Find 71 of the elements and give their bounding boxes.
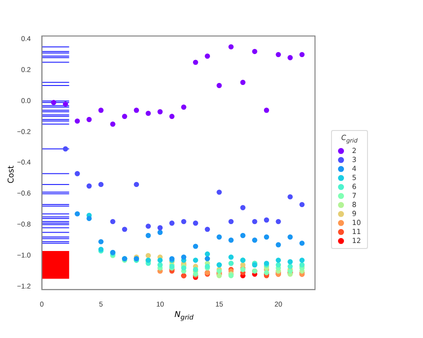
point bbox=[264, 217, 270, 223]
point bbox=[181, 254, 186, 260]
point bbox=[86, 116, 92, 122]
point bbox=[276, 258, 281, 263]
point bbox=[228, 238, 234, 243]
point bbox=[228, 44, 234, 50]
point bbox=[240, 205, 246, 210]
point bbox=[276, 262, 281, 268]
point bbox=[240, 262, 246, 268]
point bbox=[146, 232, 151, 238]
point bbox=[240, 80, 246, 85]
point bbox=[216, 190, 222, 195]
point bbox=[181, 104, 186, 110]
point bbox=[299, 258, 305, 263]
point bbox=[228, 218, 234, 224]
point bbox=[276, 52, 281, 58]
point bbox=[122, 114, 128, 120]
point bbox=[276, 242, 281, 248]
point bbox=[98, 239, 104, 244]
point bbox=[288, 55, 293, 60]
x-axis-title: N$_{grid}$ bbox=[173, 310, 195, 322]
point bbox=[74, 211, 80, 216]
point bbox=[288, 194, 293, 200]
point bbox=[204, 54, 210, 59]
point bbox=[252, 48, 258, 54]
point bbox=[51, 100, 56, 106]
point bbox=[204, 226, 210, 232]
point bbox=[146, 110, 151, 116]
point bbox=[288, 264, 293, 270]
point bbox=[299, 202, 305, 208]
point bbox=[110, 122, 116, 127]
point bbox=[146, 224, 151, 229]
point bbox=[74, 171, 80, 176]
y-axis-title: Cost bbox=[6, 166, 16, 184]
point bbox=[122, 226, 128, 232]
point bbox=[240, 232, 246, 238]
point bbox=[86, 216, 92, 222]
point bbox=[299, 240, 305, 246]
point bbox=[252, 238, 258, 243]
point bbox=[204, 251, 210, 257]
point bbox=[86, 183, 92, 189]
point bbox=[134, 182, 140, 188]
point bbox=[228, 254, 234, 260]
point bbox=[192, 60, 198, 65]
point bbox=[288, 234, 293, 240]
point bbox=[62, 146, 68, 152]
point bbox=[181, 218, 186, 224]
point bbox=[98, 108, 104, 113]
point bbox=[157, 230, 163, 235]
point bbox=[192, 220, 198, 226]
point bbox=[157, 109, 163, 114]
point bbox=[98, 182, 104, 188]
point bbox=[110, 218, 116, 224]
point bbox=[169, 220, 175, 226]
point bbox=[146, 252, 151, 258]
point bbox=[192, 244, 198, 249]
point bbox=[252, 218, 258, 224]
point bbox=[74, 118, 80, 124]
point bbox=[62, 101, 68, 107]
point bbox=[276, 218, 281, 224]
point bbox=[192, 258, 198, 263]
point bbox=[157, 225, 163, 230]
point bbox=[288, 259, 293, 264]
point bbox=[169, 114, 175, 120]
point bbox=[134, 108, 140, 113]
point bbox=[299, 52, 305, 58]
point bbox=[157, 258, 163, 263]
point bbox=[264, 234, 270, 240]
point bbox=[216, 234, 222, 240]
point bbox=[216, 82, 222, 88]
point bbox=[264, 108, 270, 113]
